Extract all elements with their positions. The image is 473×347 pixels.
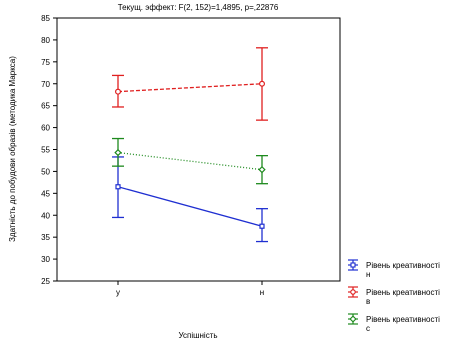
series-line: [117, 83, 263, 93]
legend-label-line: Рівень креативності: [366, 315, 440, 324]
legend-label-line: н: [366, 270, 370, 279]
series-1: [112, 47, 268, 121]
y-tick-label: 60: [41, 124, 50, 133]
legend-label: Рівень креативності с: [366, 315, 440, 333]
y-tick-label: 40: [41, 211, 50, 220]
data-point: [115, 184, 121, 190]
legend-swatch-marker: [349, 315, 357, 323]
y-tick-label: 50: [41, 167, 50, 176]
y-tick-label: 35: [41, 233, 50, 242]
y-tick-label: 80: [41, 36, 50, 45]
legend-swatch-marker: [350, 262, 356, 268]
y-tick-label: 45: [41, 189, 50, 198]
legend-swatch-marker: [350, 289, 356, 295]
series-0: [112, 156, 268, 243]
y-axis-ticks: 25 30 35 40 45 50 55 60 65 70 75 80 85: [41, 14, 57, 286]
legend-label: Рівень креативності в: [366, 288, 440, 306]
series-2: [112, 137, 268, 185]
plot-frame: [56, 17, 341, 282]
legend-label-line: Рівень креативності: [366, 261, 440, 270]
series-line: [117, 186, 263, 227]
data-point: [259, 223, 265, 229]
legend-label-line: с: [366, 324, 370, 333]
legend-item: Рівень креативності н: [348, 259, 440, 279]
x-tick-label: н: [260, 288, 264, 297]
y-tick-label: 65: [41, 102, 50, 111]
legend-item: Рівень креативності в: [348, 286, 440, 306]
y-tick-label: 30: [41, 255, 50, 264]
data-point: [114, 148, 122, 157]
x-axis-title: Успішність: [178, 331, 217, 340]
legend-label-line: в: [366, 297, 370, 306]
series-line: [117, 151, 263, 171]
y-tick-label: 25: [41, 277, 50, 286]
y-tick-label: 85: [41, 14, 50, 23]
x-tick-label: у: [116, 288, 120, 297]
y-tick-label: 55: [41, 146, 50, 155]
legend-label: Рівень креативності н: [366, 261, 440, 279]
series-layer: [112, 47, 268, 243]
chart-title: Текущ. эффект: F(2, 152)=1,4895, p=,2287…: [118, 3, 279, 12]
legend-item: Рівень креативності с: [348, 313, 440, 333]
y-tick-label: 70: [41, 80, 50, 89]
y-axis-title: Здатність до побудови образів (методика …: [8, 56, 17, 242]
legend-label-line: Рівень креативності: [366, 288, 440, 297]
y-tick-label: 75: [41, 58, 50, 67]
data-point: [114, 88, 121, 95]
data-point: [258, 165, 266, 174]
data-point: [259, 80, 266, 87]
